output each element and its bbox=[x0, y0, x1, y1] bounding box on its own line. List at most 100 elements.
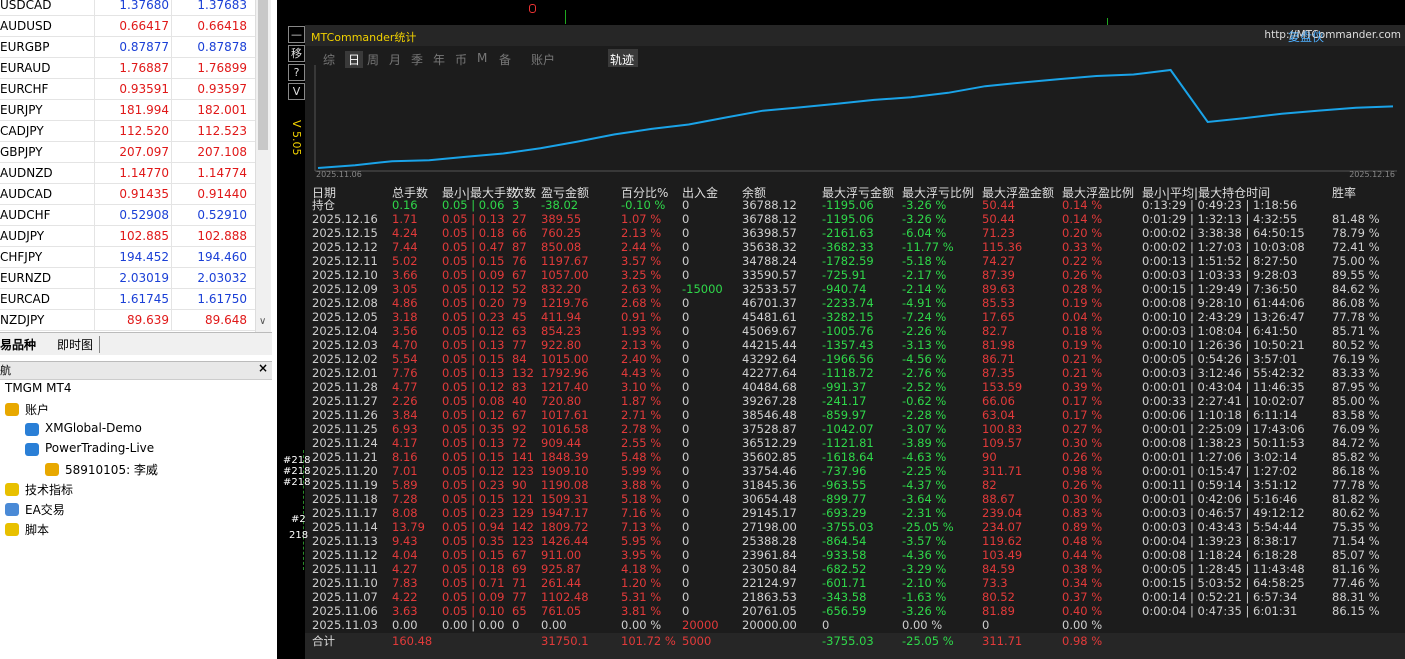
table-cell: 0.05 | 0.15 bbox=[442, 352, 505, 366]
table-cell: -899.77 bbox=[822, 492, 867, 506]
table-cell: 86.08 % bbox=[1332, 296, 1380, 310]
symbol[interactable]: EURGBP bbox=[0, 40, 50, 54]
symbol[interactable]: CADJPY bbox=[0, 124, 44, 138]
table-cell: 1.71 bbox=[392, 212, 418, 226]
table-cell: 4.18 % bbox=[621, 562, 662, 576]
tree-item[interactable]: 账户 bbox=[25, 403, 50, 417]
tree-item[interactable]: XMGlobal-Demo bbox=[45, 421, 142, 435]
table-cell: 0.05 | 0.18 bbox=[442, 226, 505, 240]
table-cell: 0.21 % bbox=[1062, 366, 1103, 380]
col-line bbox=[94, 289, 95, 310]
table-cell: -2.25 % bbox=[902, 464, 947, 478]
side-button[interactable]: — bbox=[288, 26, 305, 43]
table-cell: 76 bbox=[512, 254, 527, 268]
tab[interactable]: 周 bbox=[367, 53, 380, 67]
bid: 89.639 bbox=[127, 313, 169, 327]
table-cell: 0 bbox=[682, 380, 690, 394]
table-cell: 84.59 bbox=[982, 562, 1015, 576]
table-header: 最小|平均|最大持仓时间 bbox=[1142, 186, 1271, 200]
tree-item[interactable]: PowerTrading-Live bbox=[45, 441, 155, 455]
table-cell: 2025.11.18 bbox=[312, 492, 378, 506]
tab[interactable]: 季 bbox=[411, 53, 424, 67]
tree-item[interactable]: TMGM MT4 bbox=[5, 381, 72, 395]
symbol[interactable]: CHFJPY bbox=[0, 250, 43, 264]
tab[interactable]: 易品种 bbox=[0, 338, 37, 352]
tab[interactable]: 币 bbox=[455, 53, 468, 67]
table-cell: -3.29 % bbox=[902, 562, 947, 576]
side-button[interactable]: 移 bbox=[288, 45, 305, 62]
table-cell: 23050.84 bbox=[742, 562, 797, 576]
symbol[interactable]: AUDNZD bbox=[0, 166, 53, 180]
table-cell: 0:00:33 | 2:27:41 | 10:02:07 bbox=[1142, 394, 1305, 408]
symbol[interactable]: EURJPY bbox=[0, 103, 43, 117]
tab[interactable]: 月 bbox=[389, 53, 402, 67]
tree-item[interactable]: 58910105: 李威 bbox=[65, 463, 158, 477]
scrollbar[interactable]: ∨ bbox=[255, 0, 271, 332]
row-line bbox=[0, 246, 255, 247]
table-cell: 75.00 % bbox=[1332, 254, 1380, 268]
table-cell: 0.16 bbox=[392, 198, 418, 212]
tab[interactable]: 日 bbox=[345, 51, 364, 68]
ask: 0.91440 bbox=[197, 187, 247, 201]
symbol[interactable]: EURCHF bbox=[0, 82, 49, 96]
col-line bbox=[94, 163, 95, 184]
table-cell: 67 bbox=[512, 268, 527, 282]
table-cell: 69 bbox=[512, 562, 527, 576]
scroll-down[interactable]: ∨ bbox=[259, 316, 267, 327]
symbol[interactable]: AUDCHF bbox=[0, 208, 51, 222]
table-cell: -15000 bbox=[682, 282, 723, 296]
symbol[interactable]: GBPJPY bbox=[0, 145, 43, 159]
symbol[interactable]: EURAUD bbox=[0, 61, 51, 75]
table-cell: 33590.57 bbox=[742, 268, 797, 282]
table-cell: 0:00:03 | 3:12:46 | 55:42:32 bbox=[1142, 366, 1305, 380]
symbol[interactable]: EURCAD bbox=[0, 292, 50, 306]
table-cell: 2025.12.02 bbox=[312, 352, 378, 366]
symbol[interactable]: NZDJPY bbox=[0, 313, 45, 327]
symbol[interactable]: EURNZD bbox=[0, 271, 52, 285]
table-cell: -5.18 % bbox=[902, 254, 947, 268]
tab[interactable]: 账户 bbox=[531, 53, 556, 67]
balance-curve bbox=[317, 68, 1394, 169]
total-cell: 160.48 bbox=[392, 634, 433, 648]
scroll-thumb[interactable] bbox=[258, 0, 268, 150]
table-cell: -3.07 % bbox=[902, 422, 947, 436]
table-cell: 0.28 % bbox=[1062, 282, 1103, 296]
tab[interactable]: 综 bbox=[323, 53, 336, 67]
table-cell: 0:00:08 | 1:18:24 | 6:18:28 bbox=[1142, 548, 1298, 562]
tree-item[interactable]: 技术指标 bbox=[25, 483, 74, 497]
table-cell: -1042.07 bbox=[822, 422, 874, 436]
row-line bbox=[0, 78, 255, 79]
table-cell: 0:00:03 | 1:08:04 | 6:41:50 bbox=[1142, 324, 1298, 338]
side-button[interactable]: ? bbox=[288, 64, 305, 81]
window-title: MTCommander统计 bbox=[311, 31, 417, 44]
table-cell: 0:00:04 | 0:47:35 | 6:01:31 bbox=[1142, 604, 1298, 618]
close-button[interactable]: × bbox=[258, 361, 269, 375]
col-line bbox=[171, 310, 172, 331]
table-cell: 0.05 | 0.23 bbox=[442, 506, 505, 520]
symbol[interactable]: AUDJPY bbox=[0, 229, 45, 243]
ask: 2.03032 bbox=[197, 271, 247, 285]
url[interactable]: http://MTCommander.com bbox=[1264, 29, 1401, 41]
tab[interactable]: 年 bbox=[433, 53, 446, 67]
table-cell: 3.56 bbox=[392, 324, 418, 338]
table-cell: -3.26 % bbox=[902, 212, 947, 226]
tree-item[interactable]: EA交易 bbox=[25, 503, 65, 517]
tab[interactable]: 备 bbox=[499, 53, 512, 67]
tab[interactable]: M bbox=[477, 51, 488, 65]
symbol[interactable]: AUDUSD bbox=[0, 19, 52, 33]
row-line bbox=[0, 162, 255, 163]
symbol[interactable]: AUDCAD bbox=[0, 187, 53, 201]
ask: 0.66418 bbox=[197, 19, 247, 33]
mode-tab[interactable]: 轨迹 bbox=[610, 53, 635, 67]
tree-item[interactable]: 脚本 bbox=[25, 523, 50, 537]
total-cell: 5000 bbox=[682, 634, 712, 648]
tab[interactable]: 即时图 bbox=[57, 336, 101, 353]
side-button[interactable]: V bbox=[288, 83, 305, 100]
table-cell: 411.94 bbox=[541, 310, 582, 324]
bid: 207.097 bbox=[119, 145, 169, 159]
table-cell: 76.09 % bbox=[1332, 422, 1380, 436]
symbol[interactable]: USDCAD bbox=[0, 0, 52, 12]
table-cell: 86.18 % bbox=[1332, 464, 1380, 478]
table-cell: -0.10 % bbox=[621, 198, 666, 212]
